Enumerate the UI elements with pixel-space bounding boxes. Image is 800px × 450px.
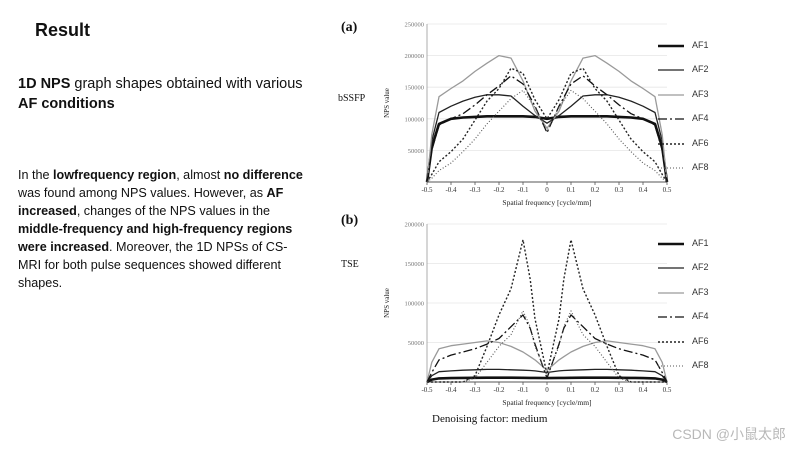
x-tick-label: -0.1 bbox=[517, 386, 529, 394]
series-line-af4 bbox=[426, 75, 668, 183]
x-tick-label: -0.2 bbox=[493, 186, 505, 194]
x-tick-label: 0.2 bbox=[591, 386, 600, 394]
x-tick-label: 0.5 bbox=[663, 186, 672, 194]
y-tick-label: 200000 bbox=[405, 53, 425, 60]
legend-label: AF4 bbox=[692, 311, 709, 322]
series-line-af6 bbox=[426, 67, 668, 183]
x-tick-label: 0 bbox=[545, 386, 549, 394]
y-tick-label: 100000 bbox=[405, 116, 425, 123]
legend-swatch bbox=[658, 340, 684, 343]
series-line-af6 bbox=[427, 239, 667, 383]
x-tick-label: 0.3 bbox=[615, 386, 624, 394]
slide-body-text: In the lowfrequency region, almost no di… bbox=[18, 166, 308, 292]
y-tick-label: 100000 bbox=[405, 301, 425, 308]
y-axis-label: NPS value bbox=[383, 88, 391, 118]
x-tick-label: 0.4 bbox=[639, 386, 648, 394]
body-segment: , almost bbox=[176, 168, 224, 182]
panel-b-sequence-label: TSE bbox=[341, 259, 359, 270]
body-segment: AF increased bbox=[18, 186, 284, 218]
x-tick-label: -0.5 bbox=[421, 386, 433, 394]
legend-swatch bbox=[658, 118, 684, 120]
series-line-af4 bbox=[426, 314, 668, 383]
legend-swatch bbox=[658, 94, 684, 96]
legend-label: AF1 bbox=[692, 238, 709, 248]
legend-label: AF8 bbox=[692, 161, 709, 172]
x-tick-label: 0 bbox=[545, 186, 549, 194]
body-segment: middle-frequency and high-frequency regi… bbox=[18, 222, 293, 254]
y-tick-label: 200000 bbox=[405, 222, 425, 229]
slide-heading: 1D NPS graph shapes obtained with variou… bbox=[18, 74, 308, 114]
y-tick-label: 50000 bbox=[408, 148, 424, 155]
heading-segment: AF conditions bbox=[18, 96, 115, 112]
legend-swatch bbox=[658, 316, 684, 318]
legend-label: AF2 bbox=[692, 262, 709, 273]
body-segment: no difference bbox=[223, 168, 303, 182]
y-tick-label: 150000 bbox=[405, 85, 425, 92]
series-line-af3 bbox=[426, 54, 668, 183]
y-axis-label: NPS value bbox=[383, 288, 391, 318]
legend-swatch bbox=[658, 267, 684, 270]
x-tick-label: -0.2 bbox=[493, 386, 505, 394]
x-tick-label: -0.4 bbox=[445, 386, 457, 394]
x-tick-label: -0.5 bbox=[421, 186, 433, 194]
y-tick-label: 250000 bbox=[405, 22, 425, 29]
body-segment: , changes of the NPS values in the bbox=[76, 204, 271, 218]
x-tick-label: 0.2 bbox=[591, 186, 600, 194]
legend-label: AF6 bbox=[692, 335, 709, 346]
legend-swatch bbox=[658, 69, 684, 72]
series-line-af2 bbox=[426, 94, 668, 183]
series-line-af8 bbox=[426, 89, 668, 183]
legend-label: AF2 bbox=[692, 64, 709, 75]
slide-title: Result bbox=[35, 20, 91, 40]
x-tick-label: -0.1 bbox=[517, 186, 529, 194]
legend-label: AF6 bbox=[692, 137, 709, 148]
body-segment: lowfrequency region bbox=[53, 168, 177, 182]
x-tick-label: -0.3 bbox=[469, 386, 481, 394]
legend-label: AF1 bbox=[692, 40, 709, 50]
figure-caption: Denoising factor: medium bbox=[432, 413, 548, 425]
x-tick-label: 0.1 bbox=[567, 386, 576, 394]
legend-label: AF4 bbox=[692, 113, 709, 124]
y-tick-label: 50000 bbox=[408, 340, 424, 347]
legend-swatch bbox=[658, 292, 684, 294]
x-axis-label: Spatial frequency [cycle/mm] bbox=[502, 398, 591, 407]
y-tick-label: 150000 bbox=[405, 261, 425, 268]
x-tick-label: -0.3 bbox=[469, 186, 481, 194]
heading-segment: 1D NPS bbox=[18, 76, 71, 92]
x-tick-label: 0.1 bbox=[567, 186, 576, 194]
nps-chart-tse: 50000 100000 150000 200000 -0.5 -0.4 -0.3 -0.2 -… bbox=[383, 222, 672, 408]
text-panel: Result 1D NPS graph shapes obtained with… bbox=[0, 0, 320, 450]
legend-swatch bbox=[658, 242, 684, 246]
series-line-af1 bbox=[425, 115, 669, 183]
x-tick-label: 0.3 bbox=[615, 186, 624, 194]
watermark: CSDN @小鼠太郎 bbox=[672, 426, 786, 442]
legend-swatch bbox=[658, 142, 684, 145]
legend-label: AF3 bbox=[692, 88, 709, 99]
series-line-af3 bbox=[426, 340, 668, 383]
series-line-af8 bbox=[427, 310, 667, 383]
body-segment: was found among NPS values. However, as bbox=[18, 186, 267, 200]
legend-swatch bbox=[658, 167, 684, 169]
legend-label: AF3 bbox=[692, 286, 709, 297]
legend-swatch bbox=[658, 44, 684, 48]
x-axis-label: Spatial frequency [cycle/mm] bbox=[502, 198, 591, 207]
legend-label: AF8 bbox=[692, 359, 709, 370]
x-tick-label: 0.4 bbox=[639, 186, 648, 194]
x-tick-label: -0.4 bbox=[445, 186, 457, 194]
body-segment: In the bbox=[18, 168, 54, 182]
body-segment: . Moreover, the 1D NPSs of CS-MRI for bo… bbox=[18, 240, 288, 290]
panel-a-label: (a) bbox=[341, 20, 358, 35]
panel-b-label: (b) bbox=[341, 213, 359, 228]
legend-swatch bbox=[658, 365, 684, 367]
panel-a-sequence-label: bSSFP bbox=[338, 93, 366, 104]
heading-segment: graph shapes obtained with various bbox=[70, 76, 303, 92]
nps-chart-bssfp: 50000 100000 150000 200000 250000 -0.5 -0.4 -0.… bbox=[383, 22, 672, 208]
x-tick-label: 0.5 bbox=[663, 386, 672, 394]
